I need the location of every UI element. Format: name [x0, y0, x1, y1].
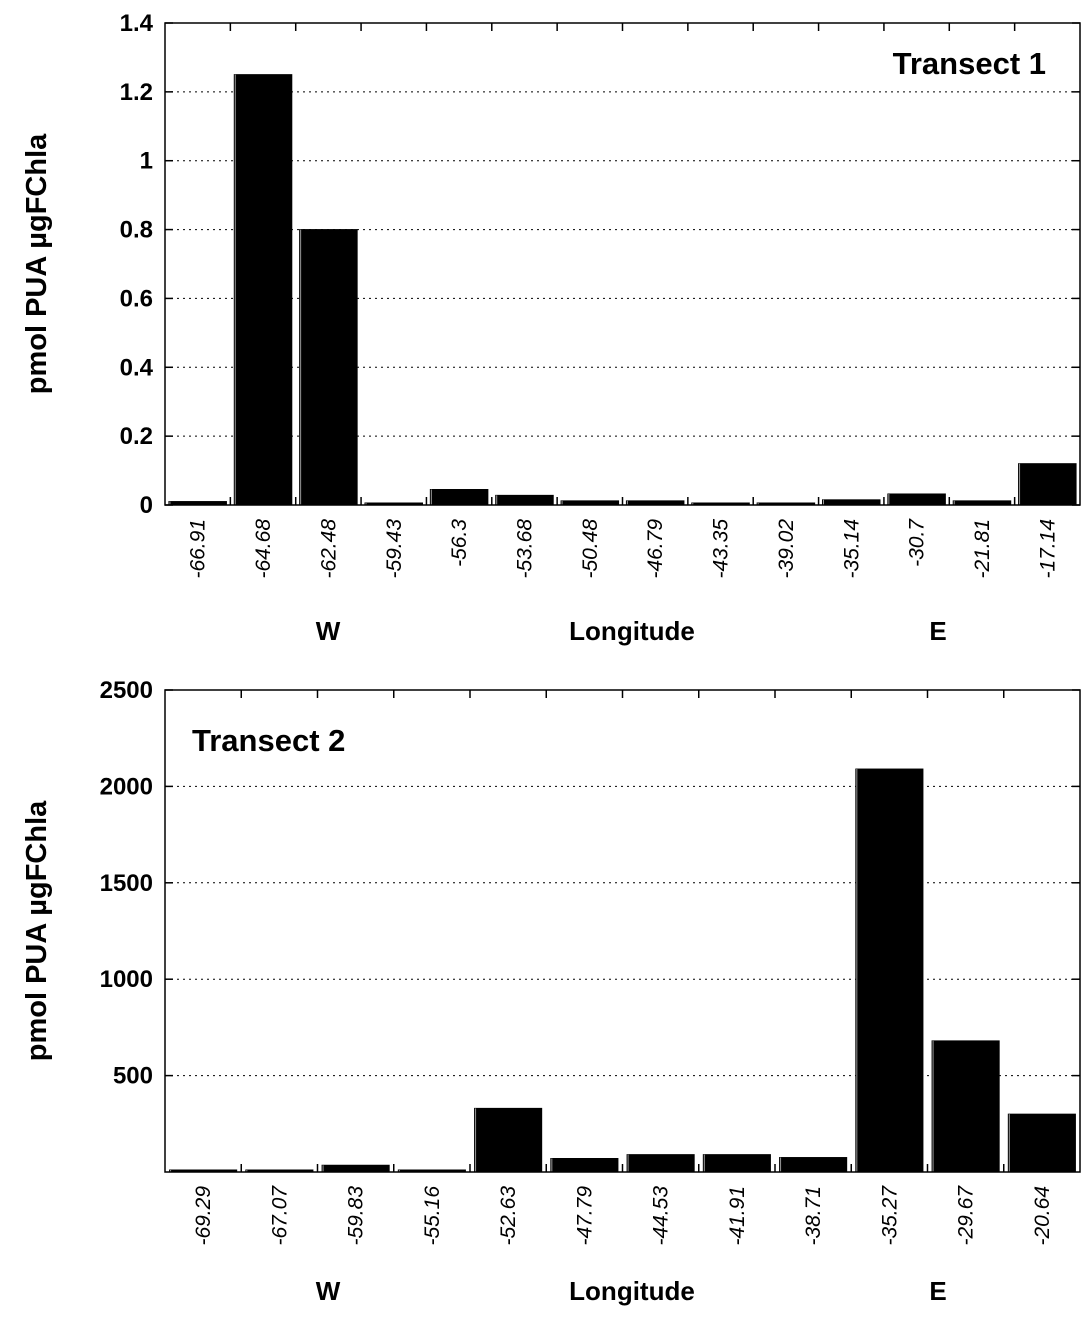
bar	[429, 489, 489, 506]
x-tick-label: -35.27	[878, 1185, 901, 1246]
x-tick-label: -52.63	[497, 1186, 520, 1246]
bar	[495, 494, 554, 506]
y-axis-label: pmol PUA µgFChla	[21, 133, 53, 394]
x-tick-label: -64.68	[252, 519, 275, 579]
x-tick-label: -46.79	[644, 519, 667, 579]
bar	[321, 1164, 390, 1173]
x-tick-label: -21.81	[971, 519, 994, 579]
bar	[931, 1040, 1000, 1173]
y-tick-label: 1500	[100, 870, 153, 897]
x-tick-label: -67.07	[268, 1185, 291, 1246]
bar	[855, 768, 924, 1173]
x-tick-label: -35.14	[840, 519, 863, 579]
x-tick-label: -20.64	[1031, 1186, 1054, 1246]
y-tick-label: 0.8	[120, 217, 153, 244]
y-tick-label: 1.4	[120, 10, 154, 37]
x-tick-label: -53.68	[513, 519, 536, 579]
y-tick-label: 0	[140, 492, 153, 519]
bar	[233, 74, 293, 506]
x-tick-label: -50.48	[579, 519, 602, 579]
y-tick-label: 0.4	[120, 354, 154, 381]
x-tick-label: -38.71	[802, 1186, 825, 1246]
x-tick-label: -47.79	[573, 1186, 596, 1246]
transect-1-chart: 0 0.2 0.4 0.6 0.8 1 1.2 1.4 -66.91 -64.68 -62.48 -5…	[21, 10, 1081, 646]
x-tick-label: -43.35	[710, 519, 733, 579]
bar	[1007, 1113, 1076, 1173]
x-tick-label: -29.67	[955, 1185, 978, 1246]
x-tick-label: -56.3	[448, 519, 471, 567]
bar	[779, 1157, 848, 1173]
x-axis-west-label: W	[316, 1276, 341, 1306]
chart-title: Transect 2	[192, 723, 345, 758]
bar	[1018, 463, 1077, 506]
x-tick-label: -66.91	[187, 519, 210, 579]
bar	[474, 1107, 543, 1173]
y-tick-label: 1	[140, 148, 153, 175]
x-axis-east-label: E	[929, 616, 946, 646]
transect-2-chart: 500 1000 1500 2000 2500 -69.29 -67.07 -59.83 -55…	[21, 677, 1081, 1306]
x-tick-label: -59.43	[383, 519, 406, 579]
x-tick-label: -39.02	[775, 519, 798, 579]
y-tick-label: 0.6	[120, 285, 153, 312]
bar	[821, 499, 881, 506]
bar	[550, 1158, 619, 1173]
y-tick-label: 2000	[100, 773, 153, 800]
x-tick-label: -44.53	[650, 1186, 673, 1246]
bar	[299, 229, 358, 506]
y-tick-label: 500	[113, 1063, 153, 1090]
x-tick-label: -62.48	[317, 519, 340, 579]
x-axis-label: Longitude	[569, 616, 695, 646]
y-axis-label: pmol PUA µgFChla	[21, 800, 53, 1061]
x-tick-label: -41.91	[726, 1186, 749, 1246]
bar	[702, 1154, 771, 1173]
y-tick-label: 1000	[100, 966, 153, 993]
x-tick-label: -17.14	[1036, 519, 1059, 579]
x-axis-label: Longitude	[569, 1276, 695, 1306]
bar	[887, 493, 946, 506]
x-axis-west-label: W	[316, 616, 341, 646]
x-tick-label: -55.16	[421, 1186, 444, 1246]
x-axis-east-label: E	[929, 1276, 946, 1306]
x-tick-label: -59.83	[345, 1186, 368, 1246]
x-tick-label: -69.29	[192, 1186, 215, 1246]
y-tick-label: 2500	[100, 677, 153, 704]
x-tick-label: -30.7	[906, 518, 929, 567]
chart-title: Transect 1	[893, 46, 1046, 81]
y-tick-label: 1.2	[120, 79, 153, 106]
bar	[626, 1154, 695, 1173]
y-tick-label: 0.2	[120, 423, 153, 450]
